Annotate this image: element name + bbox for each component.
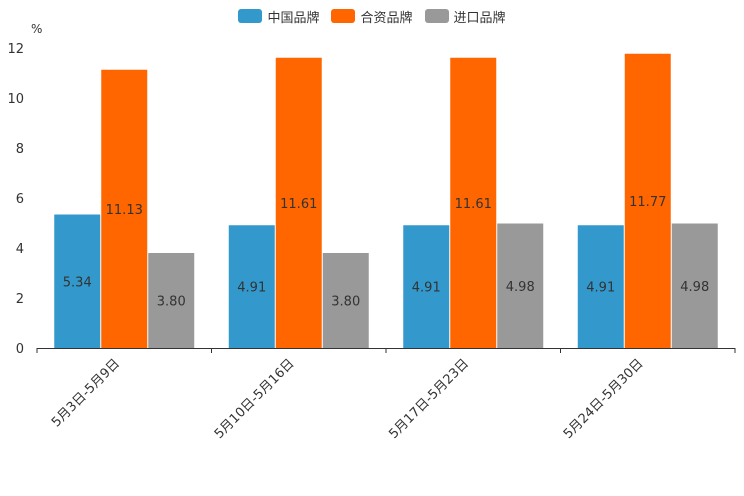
bar[interactable] bbox=[322, 253, 369, 348]
bar-value-label: 11.13 bbox=[106, 203, 143, 218]
bar[interactable] bbox=[624, 53, 671, 348]
bar[interactable] bbox=[148, 253, 195, 348]
legend: 中国品牌 合资品牌 进口品牌 bbox=[0, 6, 744, 26]
bar-value-label: 4.91 bbox=[237, 281, 266, 296]
legend-item-joint-venture-brands[interactable]: 合资品牌 bbox=[331, 7, 413, 26]
y-tick-label: 8 bbox=[16, 142, 24, 157]
legend-label-imported-brands: 进口品牌 bbox=[453, 10, 506, 26]
x-axis: 5月3日-5月9日 5月10日-5月16日 5月17日-5月23日 5月24日-5月3… bbox=[36, 348, 736, 442]
bar[interactable] bbox=[54, 214, 101, 349]
bar[interactable] bbox=[403, 225, 450, 348]
bar[interactable] bbox=[228, 225, 275, 348]
y-tick-label: 2 bbox=[16, 292, 24, 307]
y-tick-label: 4 bbox=[16, 242, 24, 257]
y-tick-label: 0 bbox=[16, 342, 24, 357]
legend-swatch-imported-brands bbox=[424, 9, 449, 23]
y-tick-label: 12 bbox=[7, 42, 24, 57]
bar-value-label: 3.80 bbox=[157, 295, 186, 310]
bar[interactable] bbox=[450, 57, 497, 348]
bar-value-label: 4.91 bbox=[586, 281, 615, 296]
x-tick-label: 5月3日-5月9日 bbox=[49, 356, 123, 430]
legend-label-chinese-brands: 中国品牌 bbox=[267, 10, 320, 26]
bar-value-label: 11.77 bbox=[629, 195, 666, 210]
bar[interactable] bbox=[577, 225, 624, 348]
y-tick-label: 6 bbox=[16, 192, 24, 207]
legend-swatch-chinese-brands bbox=[238, 9, 263, 23]
data-labels: 5.34 11.13 3.80 4.91 11.61 3.80 4.91 11.61 4.98 4… bbox=[63, 195, 709, 310]
legend-swatch-joint-venture-brands bbox=[331, 9, 356, 23]
y-axis-unit: % bbox=[31, 22, 42, 36]
y-tick-label: 10 bbox=[7, 92, 24, 107]
bar-value-label: 4.91 bbox=[412, 281, 441, 296]
x-tick-label: 5月17日-5月23日 bbox=[386, 356, 472, 442]
bar[interactable] bbox=[275, 57, 322, 348]
bar-value-label: 4.98 bbox=[506, 280, 535, 295]
bar-value-label: 4.98 bbox=[680, 280, 709, 295]
x-tick-label: 5月24日-5月30日 bbox=[561, 356, 647, 442]
bar-value-label: 3.80 bbox=[331, 295, 360, 310]
bar-value-label: 5.34 bbox=[63, 275, 92, 290]
legend-label-joint-venture-brands: 合资品牌 bbox=[360, 10, 413, 26]
bar-value-label: 11.61 bbox=[455, 197, 492, 212]
bar[interactable] bbox=[497, 223, 544, 349]
bars bbox=[54, 53, 718, 349]
legend-item-imported-brands[interactable]: 进口品牌 bbox=[424, 7, 506, 26]
bar-value-label: 11.61 bbox=[280, 197, 317, 212]
bar[interactable] bbox=[101, 69, 148, 348]
y-axis: 0 2 4 6 8 10 12 bbox=[7, 42, 24, 357]
x-tick-label: 5月10日-5月16日 bbox=[212, 356, 298, 442]
bar[interactable] bbox=[671, 223, 718, 349]
legend-item-chinese-brands[interactable]: 中国品牌 bbox=[238, 7, 319, 26]
